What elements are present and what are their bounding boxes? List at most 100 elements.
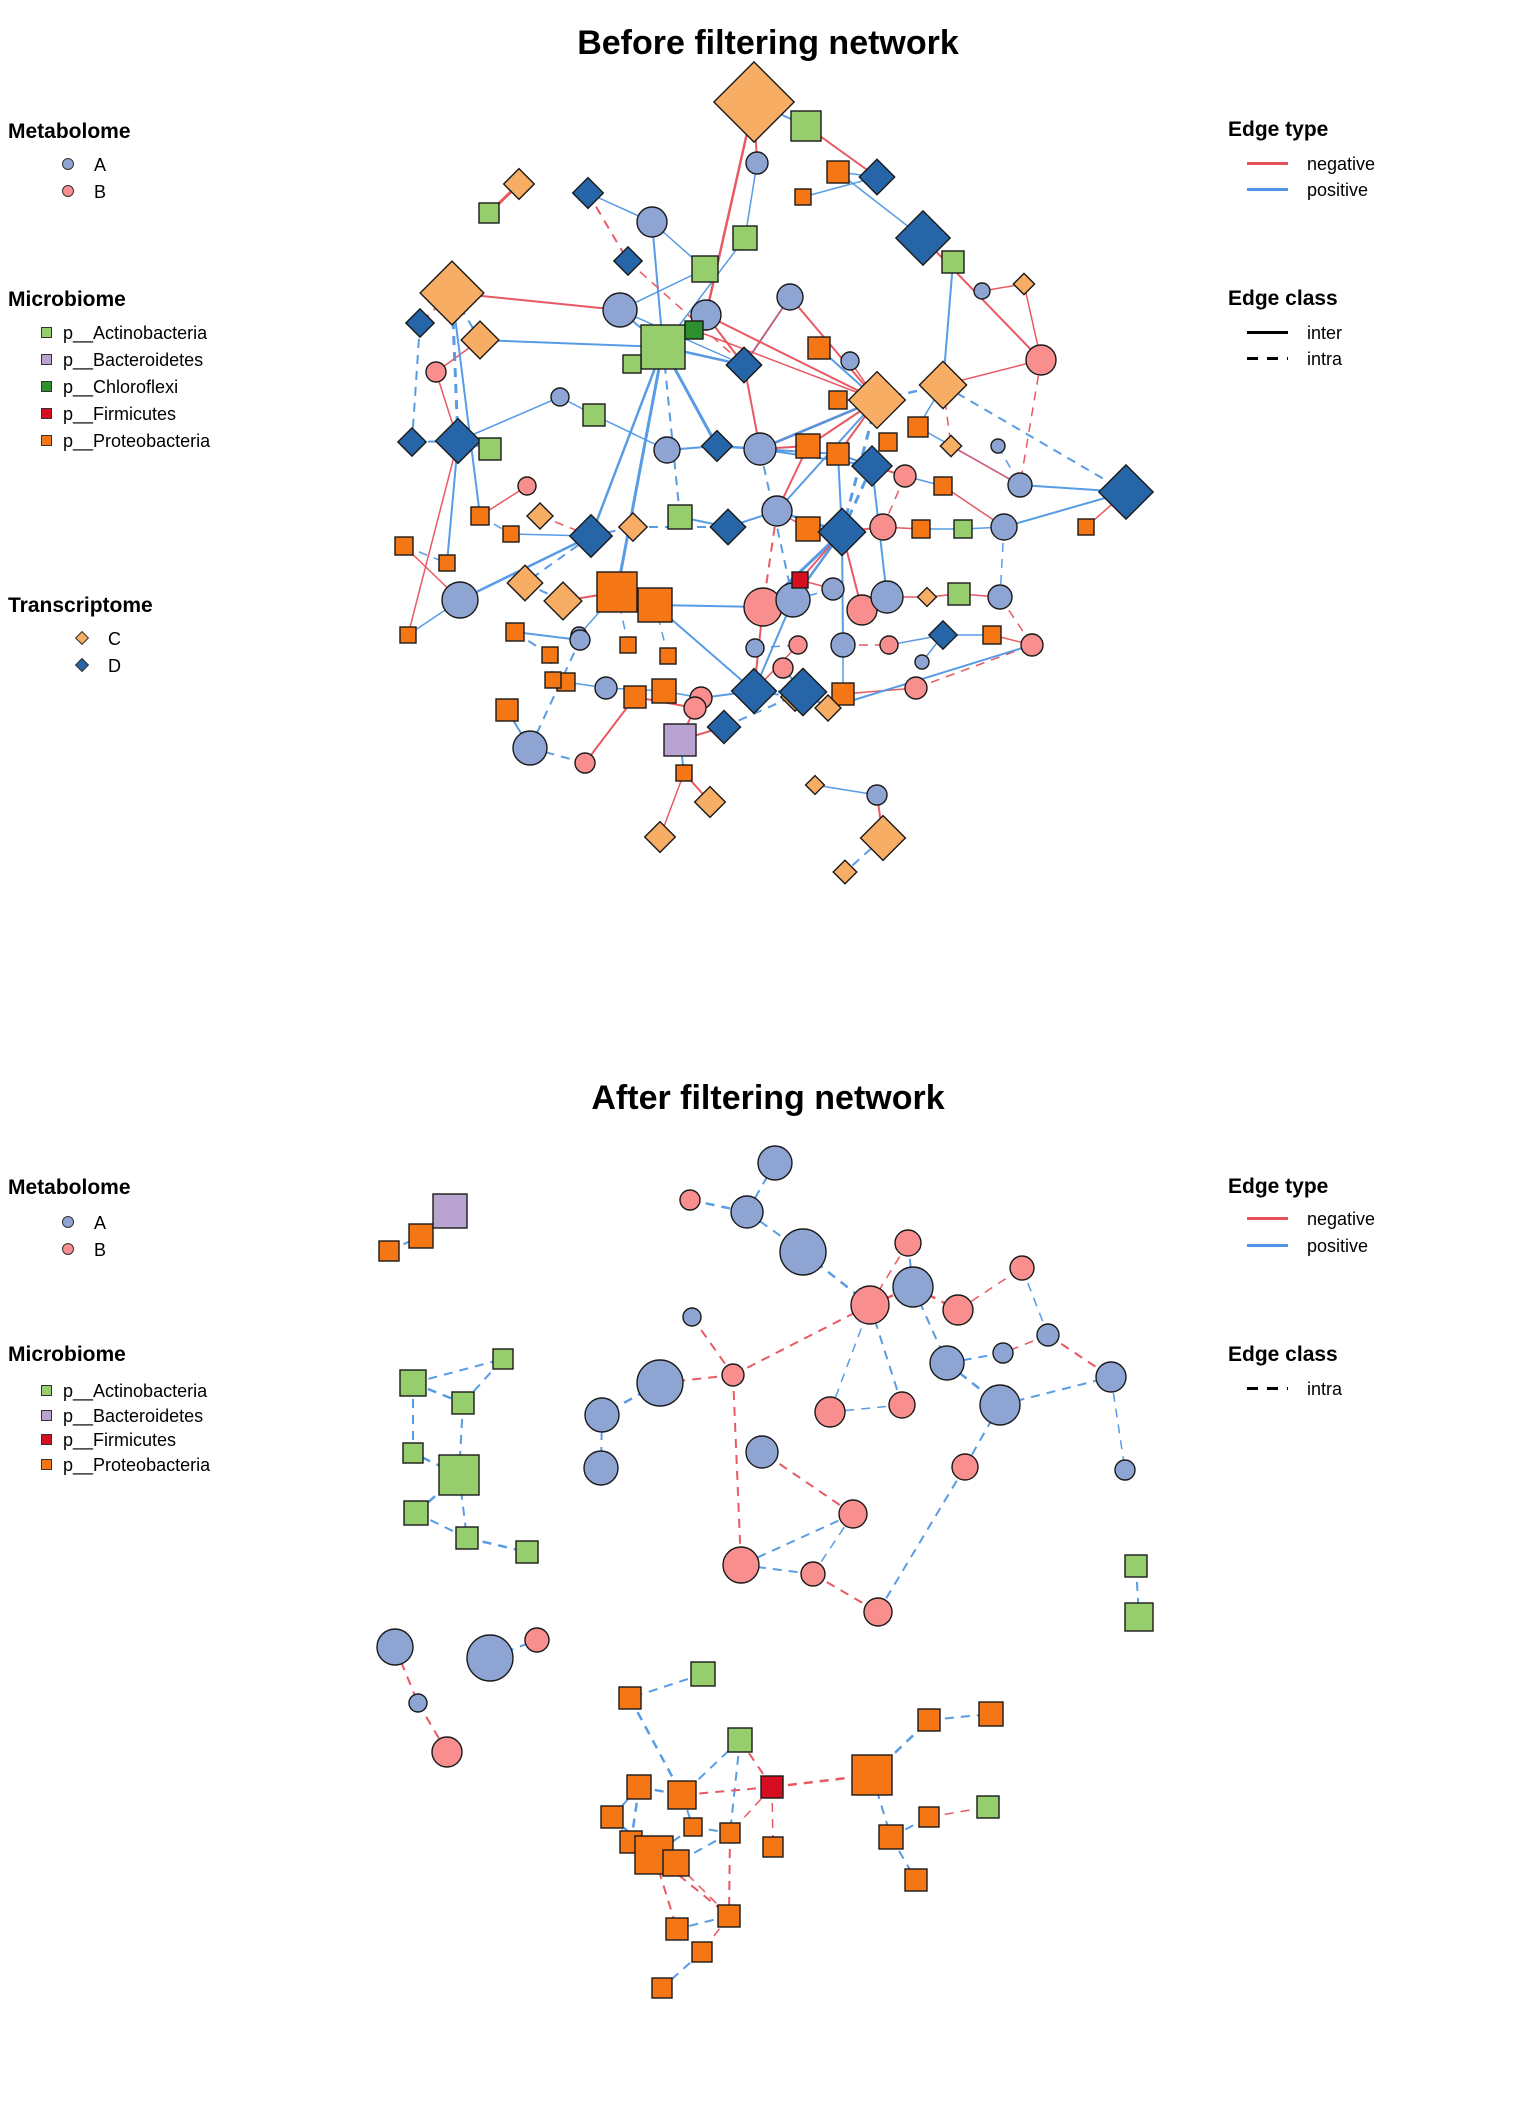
network-node-D	[778, 667, 828, 717]
network-node-act	[941, 250, 965, 274]
actinobacteria-label: p__Actinobacteria	[63, 1381, 208, 1401]
network-edge-positive-intra	[746, 1211, 804, 1253]
metabolome-b-label: B	[94, 182, 107, 202]
intra-edge-key-icon	[1247, 357, 1288, 360]
chloroflexi-key-icon	[41, 381, 52, 392]
network-node-A	[761, 495, 793, 527]
network-edge-negative-intra	[728, 1832, 731, 1917]
network-node-act	[640, 324, 686, 370]
network-node-A	[745, 151, 769, 175]
network-node-pro	[637, 587, 673, 623]
network-node-pro	[828, 390, 848, 410]
network-node-B	[951, 1453, 979, 1481]
network-node-C	[859, 814, 907, 862]
actinobacteria-key-icon	[41, 327, 52, 338]
network-node-C	[832, 859, 858, 885]
network-node-A	[594, 676, 618, 700]
network-node-act	[727, 1727, 753, 1753]
network-node-pro	[659, 647, 677, 665]
network-node-D	[927, 619, 959, 651]
network-node-D	[434, 417, 482, 465]
network-node-B	[894, 1229, 922, 1257]
network-node-A	[821, 577, 845, 601]
network-node-act	[515, 1540, 539, 1564]
network-node-pro	[762, 1836, 784, 1858]
network-node-D	[706, 709, 742, 745]
bacteroidetes-key-icon	[41, 354, 52, 365]
metabolome-a-label: A	[94, 155, 107, 175]
network-edge-positive-inter	[615, 346, 665, 593]
network-node-A	[866, 784, 888, 806]
network-node-C	[543, 581, 583, 621]
metabolome-b-key-icon	[62, 185, 74, 197]
network-node-pro	[918, 1806, 940, 1828]
network-node-C	[506, 564, 544, 602]
network-node-B	[838, 1499, 868, 1529]
network-node-pro	[541, 646, 559, 664]
network-node-pro	[662, 1849, 690, 1877]
network-node-B	[850, 1285, 890, 1325]
network-edge-negative-inter	[950, 445, 1021, 486]
network-node-pro	[826, 160, 850, 184]
network-edge-positive-intra	[629, 1673, 704, 1699]
network-node-pro	[665, 1917, 689, 1941]
network-node-A	[914, 654, 930, 670]
before-microbiome-legend-title: Microbiome	[8, 288, 126, 311]
network-node-bac	[432, 1193, 468, 1229]
network-node-B	[1025, 344, 1057, 376]
network-node-act	[492, 1348, 514, 1370]
negative-edge-label: negative	[1307, 1209, 1376, 1229]
network-node-act	[402, 1442, 424, 1464]
network-node-A	[973, 282, 991, 300]
firmicutes-key-icon	[41, 408, 52, 419]
network-edge-positive-intra	[729, 1739, 741, 1834]
network-node-pro	[831, 682, 855, 706]
network-node-pro	[408, 1223, 434, 1249]
network-node-act	[478, 202, 500, 224]
network-node-D	[612, 245, 644, 277]
proteobacteria-label: p__Proteobacteria	[63, 1455, 211, 1475]
network-node-pro	[907, 416, 929, 438]
proteobacteria-label: p__Proteobacteria	[63, 431, 211, 451]
network-node-B	[800, 1561, 826, 1587]
after-edge-type-legend-title: Edge type	[1228, 1175, 1329, 1198]
network-node-pro	[675, 764, 693, 782]
network-node-D	[568, 513, 614, 559]
network-node-fir	[760, 1775, 784, 1799]
network-node-C	[916, 586, 938, 608]
network-node-act	[622, 354, 642, 374]
network-edge-negative-intra	[659, 1374, 734, 1384]
network-node-B	[772, 657, 794, 679]
network-edge-negative-inter	[693, 329, 878, 401]
network-node-pro	[470, 506, 490, 526]
network-node-D	[730, 667, 778, 715]
network-node-act	[953, 519, 973, 539]
positive-edge-label: positive	[1307, 1236, 1369, 1256]
network-edge-positive-intra	[964, 1404, 1001, 1468]
network-node-D	[894, 209, 952, 267]
before-edge-type-legend-title: Edge type	[1228, 118, 1329, 141]
actinobacteria-label: p__Actinobacteria	[63, 323, 208, 343]
network-edge-positive-inter	[589, 346, 665, 537]
network-edge-positive-intra	[740, 1564, 814, 1575]
network-node-pro	[807, 336, 831, 360]
network-edge-positive-intra	[829, 1404, 903, 1413]
network-node-bac	[663, 723, 697, 757]
network-node-A	[1007, 472, 1033, 498]
network-node-pro	[878, 1824, 904, 1850]
network-node-C	[814, 694, 842, 722]
network-node-pro	[667, 1780, 697, 1810]
network-node-B	[1020, 633, 1044, 657]
network-node-act	[582, 403, 606, 427]
network-edge-negative-intra	[732, 1374, 742, 1566]
network-node-A	[757, 1145, 793, 1181]
network-node-A	[990, 513, 1018, 541]
network-node-B	[879, 635, 899, 655]
network-node-act	[790, 110, 822, 142]
network-node-A	[1114, 1459, 1136, 1481]
network-node-A	[870, 580, 904, 614]
network-node-C	[847, 370, 907, 430]
network-node-act	[976, 1795, 1000, 1819]
network-node-act	[690, 1661, 716, 1687]
